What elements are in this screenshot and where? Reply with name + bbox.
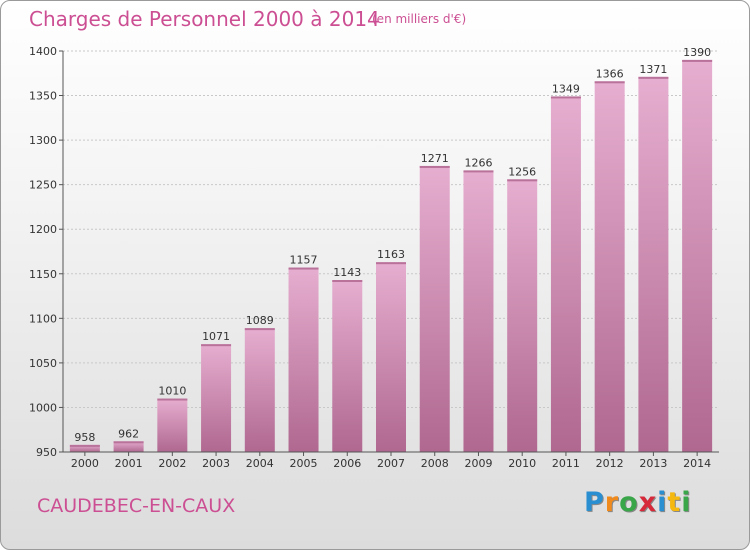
city-name: CAUDEBEC-EN-CAUX — [37, 495, 236, 517]
logo-letter: t — [667, 487, 682, 518]
x-tick-label: 2011 — [552, 457, 580, 470]
bar-top-edge — [682, 59, 713, 62]
logo-letter: i — [681, 487, 692, 518]
bar-value-label: 1089 — [246, 314, 274, 327]
y-tick-label: 1200 — [29, 223, 57, 236]
bar — [201, 344, 232, 452]
bar-value-label: 958 — [74, 431, 95, 444]
y-tick-label: 1250 — [29, 179, 57, 192]
bar-top-edge — [332, 280, 363, 283]
x-tick-label: 2007 — [377, 457, 405, 470]
bar — [288, 267, 319, 452]
bar-value-label: 1010 — [158, 385, 186, 398]
x-tick-label: 2009 — [464, 457, 492, 470]
bar-top-edge — [113, 441, 144, 444]
x-tick-label: 2013 — [639, 457, 667, 470]
y-tick-label: 1150 — [29, 268, 57, 281]
bar — [113, 441, 144, 452]
bar-value-label: 962 — [118, 427, 139, 440]
bar-value-label: 1366 — [596, 67, 624, 80]
bar-value-label: 1390 — [683, 46, 711, 59]
bar — [376, 262, 406, 452]
logo-letter: r — [604, 487, 620, 518]
bar-value-label: 1266 — [464, 156, 492, 169]
y-tick-label: 1350 — [29, 90, 57, 103]
x-tick-label: 2010 — [508, 457, 536, 470]
x-tick-label: 2001 — [115, 457, 143, 470]
logo-letter: o — [619, 487, 639, 518]
bar-top-edge — [638, 76, 669, 79]
x-tick-label: 2006 — [333, 457, 361, 470]
bar-top-edge — [157, 398, 188, 401]
bar — [157, 398, 188, 452]
bar — [244, 328, 275, 452]
bar — [69, 444, 100, 452]
bar-value-label: 1349 — [552, 82, 580, 95]
bar-value-label: 1371 — [639, 63, 667, 76]
bar-top-edge — [244, 328, 275, 331]
bar — [550, 96, 581, 453]
bar-top-edge — [550, 96, 581, 99]
x-tick-label: 2012 — [596, 457, 624, 470]
x-tick-label: 2005 — [290, 457, 318, 470]
bar-top-edge — [201, 344, 232, 347]
x-tick-label: 2008 — [421, 457, 449, 470]
y-tick-label: 1000 — [29, 401, 57, 414]
bar — [594, 81, 625, 452]
bar-value-label: 1256 — [508, 165, 536, 178]
bars: 958 962 1010 1071 1089 1157 1143 1163 1271 1266 12… — [69, 46, 713, 453]
y-tick-label: 1400 — [29, 45, 57, 58]
bar-value-label: 1143 — [333, 266, 361, 279]
bar — [638, 76, 669, 452]
x-tick-label: 2014 — [683, 457, 711, 470]
bar — [507, 179, 538, 452]
proxiti-logo: Proxiti — [584, 487, 692, 518]
bar-top-edge — [463, 170, 494, 173]
y-tick-label: 1050 — [29, 357, 57, 370]
bar-value-label: 1271 — [421, 152, 449, 165]
bar-top-edge — [419, 165, 450, 168]
bar-top-edge — [69, 444, 100, 447]
logo-letter: P — [584, 487, 605, 518]
x-tick-label: 2002 — [158, 457, 186, 470]
bar-top-edge — [376, 262, 406, 265]
y-tick-label: 950 — [36, 446, 57, 459]
chart-subtitle: (en milliers d'€) — [372, 12, 467, 26]
logo-letter: x — [638, 487, 658, 518]
x-tick-label: 2003 — [202, 457, 230, 470]
bar-value-label: 1071 — [202, 330, 230, 343]
bar — [463, 170, 494, 453]
x-tick-label: 2004 — [246, 457, 274, 470]
chart-title: Charges de Personnel 2000 à 2014 — [29, 7, 380, 31]
logo-letter: i — [657, 487, 668, 518]
bar-top-edge — [594, 81, 625, 84]
x-tick-label: 2000 — [71, 457, 99, 470]
bar-value-label: 1157 — [290, 254, 318, 267]
bar-value-label: 1163 — [377, 248, 405, 261]
bar — [682, 59, 713, 453]
bar — [419, 165, 450, 452]
bar-top-edge — [288, 267, 319, 270]
axes: 950 1000 1050 1100 1150 1200 1250 1300 1350 1400 2… — [29, 45, 719, 470]
bar — [332, 280, 363, 452]
y-tick-label: 1300 — [29, 134, 57, 147]
bar-top-edge — [507, 179, 538, 182]
y-tick-label: 1100 — [29, 312, 57, 325]
